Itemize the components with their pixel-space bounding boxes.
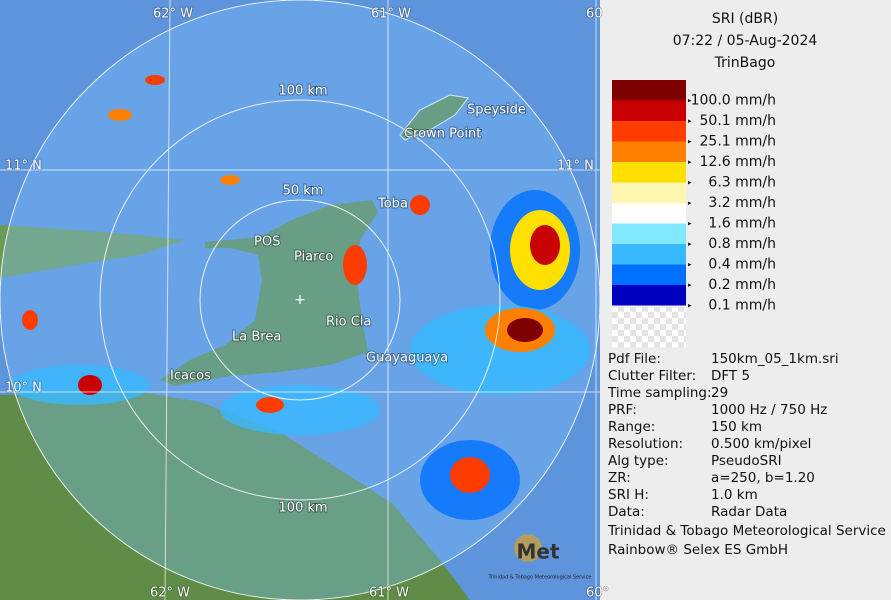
place-label: La Brea (232, 330, 281, 345)
legend-tick: ▸ (688, 281, 692, 289)
footer-line: Trinidad & Tobago Meteorological Service (607, 523, 886, 539)
info-value: 150km_05_1km.sri (711, 351, 839, 367)
legend-swatch (612, 223, 686, 244)
place-label: Guayaguaya (366, 351, 448, 366)
legend-swatch (612, 121, 686, 142)
info-key: Resolution: (608, 436, 683, 452)
lon-label: 61° W (371, 7, 411, 22)
legend-nodata (612, 307, 686, 348)
legend-tick: ▸ (688, 158, 692, 166)
footer-line: Rainbow® Selex ES GmbH (608, 542, 788, 558)
legend-label: 0.4 mm/h (708, 257, 776, 273)
range-label: 100 km (278, 501, 327, 516)
legend-swatch (612, 203, 686, 224)
legend-tick: ▸ (688, 240, 692, 248)
info-key: Alg type: (608, 453, 669, 469)
info-key: Time sampling: (607, 385, 712, 401)
info-value: 150 km (711, 419, 762, 435)
lon-label: 60° (586, 586, 609, 600)
legend-tick: ▸ (688, 199, 692, 207)
radar-site: + (294, 292, 306, 308)
info-key: Clutter Filter: (608, 368, 696, 384)
info-key: Range: (608, 419, 655, 435)
panel-site: TrinBago (714, 55, 776, 71)
place-label: Piarco (294, 250, 333, 265)
legend-label: 25.1 mm/h (700, 134, 777, 150)
legend-label: 6.3 mm/h (708, 175, 776, 191)
info-value: 1.0 km (711, 487, 758, 503)
logo-mark: Met (516, 540, 559, 564)
legend-swatch (612, 244, 686, 265)
place-label: POS (254, 235, 280, 250)
paria-peninsula (0, 225, 185, 278)
info-key: PRF: (608, 402, 637, 418)
legend-label: 0.2 mm/h (708, 277, 776, 293)
venezuela (0, 390, 470, 600)
info-value: 0.500 km/pixel (711, 436, 811, 452)
legend-swatch (612, 264, 686, 285)
info-value: 1000 Hz / 750 Hz (711, 402, 827, 418)
lat-label: 11° N (5, 159, 42, 174)
place-label: Crown Point (404, 127, 481, 142)
legend-swatch (612, 182, 686, 203)
range-rings (0, 0, 600, 600)
legend-tick: ▸ (688, 117, 692, 125)
place-label: Speyside (467, 103, 526, 118)
legend-label: 1.6 mm/h (708, 216, 776, 232)
panel-time: 07:22 / 05-Aug-2024 (673, 33, 818, 49)
graticule (0, 0, 600, 600)
lon-label: 60 (586, 7, 603, 22)
lon-label: 62° W (153, 7, 193, 22)
legend-tick: ▸ (688, 138, 692, 146)
lon-label: 61° W (369, 586, 409, 600)
legend-swatch (612, 100, 686, 121)
trinidad (160, 200, 378, 386)
legend-tick: ▸ (688, 97, 692, 105)
info-value: PseudoSRI (711, 453, 782, 469)
legend-swatch (612, 80, 686, 101)
legend-tick: ▸ (688, 179, 692, 187)
legend-swatch (612, 141, 686, 162)
logo-caption: Trinidad & Tobago Meteorological Service (488, 575, 592, 581)
legend-label: 3.2 mm/h (708, 195, 776, 211)
info-value: DFT 5 (711, 368, 750, 384)
legend-tick: ▸ (688, 220, 692, 228)
info-value: a=250, b=1.20 (711, 470, 815, 486)
info-key: Pdf File: (608, 351, 661, 367)
logo: Met Trinidad & Tobago Meteorological Ser… (488, 534, 592, 581)
range-label: 100 km (278, 84, 327, 99)
legend-label: 12.6 mm/h (700, 154, 777, 170)
legend-tick: ▸ (688, 302, 692, 310)
place-label: Icacos (170, 369, 211, 384)
info-key: SRI H: (608, 487, 649, 503)
range-label: 50 km (283, 184, 324, 199)
info-key: Data: (608, 504, 645, 520)
info-key: ZR: (608, 470, 631, 486)
legend-label: 50.1 mm/h (700, 113, 777, 129)
legend-label: 0.8 mm/h (708, 236, 776, 252)
place-label: Rio Cla (326, 315, 371, 330)
map: + (0, 0, 600, 600)
lat-label: 11° N (557, 159, 594, 174)
legend-swatch (612, 285, 686, 306)
place-label: Toba (377, 197, 408, 212)
legend-label: 0.1 mm/h (708, 298, 776, 314)
panel-title: SRI (dBR) (712, 11, 778, 27)
lon-label: 62° W (150, 586, 190, 600)
legend-label: 100.0 mm/h (691, 93, 776, 109)
legend-swatch (612, 162, 686, 183)
tobago (399, 94, 469, 141)
lat-label: 10° N (5, 381, 42, 396)
legend-tick: ▸ (688, 261, 692, 269)
info-value: Radar Data (711, 504, 787, 520)
info-value: 29 (711, 385, 728, 401)
echoes (10, 75, 590, 520)
